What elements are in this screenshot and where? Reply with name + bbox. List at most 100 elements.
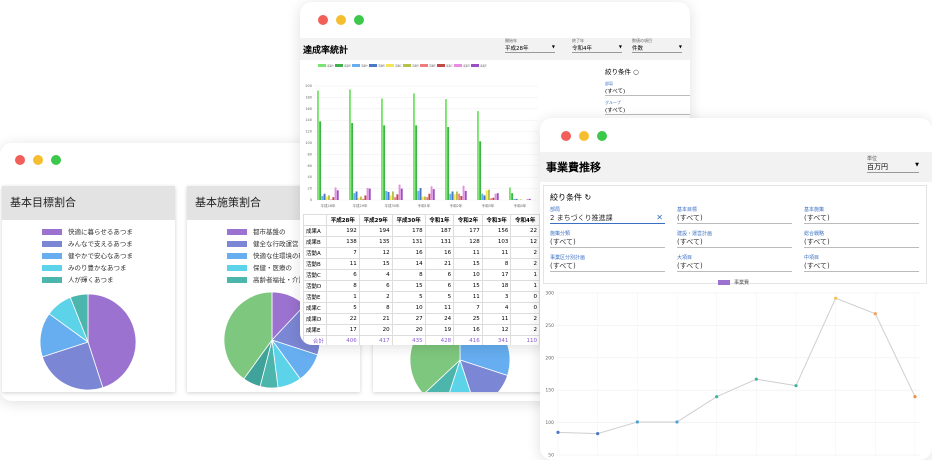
y-tick-label: 0 bbox=[310, 198, 312, 202]
table-cell: 17 bbox=[481, 269, 512, 281]
selector-arrow: ▼ bbox=[678, 44, 682, 49]
minimize-dot[interactable] bbox=[579, 131, 589, 141]
table-cell: 7 bbox=[325, 247, 360, 259]
bar bbox=[462, 185, 465, 200]
table-cell: 6 bbox=[424, 280, 455, 292]
bar bbox=[479, 141, 482, 200]
maximize-dot[interactable] bbox=[354, 15, 364, 25]
bar bbox=[492, 197, 495, 200]
clear-icon[interactable]: ✕ bbox=[656, 213, 663, 222]
table-cell: 14 bbox=[391, 258, 426, 270]
table-cell: 5 bbox=[391, 291, 426, 303]
table-cell: 110 bbox=[510, 335, 540, 345]
table-row: 合計 406 417 435 428 416 341 110 bbox=[303, 335, 540, 345]
column-header: 令和1年 bbox=[424, 214, 455, 226]
minimize-dot[interactable] bbox=[336, 15, 346, 25]
table-cell: 27 bbox=[391, 313, 426, 325]
table-row: 成果E 17 20 20 19 16 12 2 bbox=[303, 324, 540, 336]
maximize-dot[interactable] bbox=[597, 131, 607, 141]
table-cell: 192 bbox=[325, 225, 360, 237]
filter-field[interactable]: 部局 2 まちづくり推進課 ✕ bbox=[550, 206, 665, 224]
y-tick-label: 60 bbox=[308, 164, 312, 168]
legend-swatch bbox=[454, 64, 462, 67]
selector-arrow: ▼ bbox=[551, 44, 555, 49]
bar bbox=[392, 191, 394, 200]
bar bbox=[421, 196, 424, 200]
table-cell: 10 bbox=[453, 269, 483, 281]
table-cell: 194 bbox=[358, 225, 393, 237]
column-header: 平成30年 bbox=[391, 214, 426, 226]
table-cell: 131 bbox=[424, 236, 455, 248]
table-cell: 11 bbox=[325, 258, 360, 270]
card: 基本目標割合 快適に暮らせるあつま みんなで支えるあつま 健やかで安心なあつま みのり豊… bbox=[2, 186, 175, 392]
y-tick-label: 250 bbox=[545, 323, 554, 329]
table-cell: 10 bbox=[391, 302, 426, 314]
bar bbox=[449, 193, 452, 200]
filter-title: 絞り条件 ↻ bbox=[550, 193, 592, 202]
header-bar bbox=[300, 38, 690, 60]
table-cell: 11 bbox=[481, 247, 512, 259]
table-cell: 8 bbox=[391, 269, 426, 281]
bar bbox=[464, 190, 467, 200]
bar bbox=[520, 199, 522, 200]
table-cell: 0 bbox=[510, 291, 540, 303]
achievement-window: 達成率統計 0 20 40 60 80 100 120 140 160 180 200 成果A 成果B 活… bbox=[300, 2, 690, 345]
table-cell: 2 bbox=[510, 258, 540, 270]
filter-field[interactable]: 大項目 (すべて) bbox=[677, 254, 792, 272]
filter-value[interactable]: (すべて) bbox=[605, 106, 690, 115]
close-dot[interactable] bbox=[318, 15, 328, 25]
maximize-dot[interactable] bbox=[51, 155, 61, 165]
y-tick-label: 50 bbox=[548, 453, 554, 459]
table-cell: 156 bbox=[481, 225, 512, 237]
legend-swatch bbox=[471, 64, 479, 67]
table-cell: 22 bbox=[325, 313, 360, 325]
table-cell: 25 bbox=[453, 313, 483, 325]
filter-value: (すべて) bbox=[804, 214, 830, 222]
y-tick-label: 100 bbox=[305, 141, 312, 145]
data-point bbox=[834, 296, 838, 300]
selector[interactable]: 件数 ▼ bbox=[632, 44, 682, 53]
y-tick-label: 300 bbox=[545, 291, 554, 297]
row-header: 活動B bbox=[303, 258, 327, 270]
pie-chart: 快適に暮らせるあつまみんなで支えるあつま健やかで安心なあつまみのり豊かなあつま人… bbox=[39, 227, 137, 391]
y-tick-label: 200 bbox=[545, 355, 554, 361]
x-tick-label: 令和1年 bbox=[418, 203, 431, 208]
close-dot[interactable] bbox=[561, 131, 571, 141]
legend-swatch bbox=[403, 64, 411, 67]
filter-field[interactable]: 施策分類 (すべて) bbox=[550, 230, 665, 248]
legend-label: 事業費 bbox=[734, 279, 749, 286]
filter-field[interactable]: 事業区分別計画 (すべて) bbox=[550, 254, 665, 272]
table-header-row: 平成28年 平成29年 平成30年 令和1年 令和2年 令和3年 令和4年 bbox=[303, 214, 540, 226]
minimize-dot[interactable] bbox=[33, 155, 43, 165]
filter-field[interactable]: 建設・運営計画 (すべて) bbox=[677, 230, 792, 248]
legend-swatch bbox=[437, 64, 445, 67]
selector-value: 件数 bbox=[632, 46, 644, 52]
filter-field[interactable]: 中項目 (すべて) bbox=[804, 254, 919, 272]
filter-field[interactable]: 基本施策 (すべて) bbox=[804, 206, 919, 224]
selector-label: 開始年 bbox=[505, 38, 517, 43]
table-cell: 435 bbox=[391, 335, 426, 345]
row-header: 成果D bbox=[303, 313, 327, 325]
close-dot[interactable] bbox=[15, 155, 25, 165]
table-cell: 138 bbox=[325, 236, 360, 248]
selector[interactable]: 令和4年 ▼ bbox=[572, 44, 622, 53]
table-cell: 16 bbox=[453, 324, 483, 336]
pie-slice bbox=[87, 293, 137, 389]
table-cell: 12 bbox=[481, 324, 512, 336]
filter-box bbox=[543, 185, 927, 284]
column-header: 令和3年 bbox=[481, 214, 512, 226]
table-cell: 7 bbox=[453, 302, 483, 314]
unit-select[interactable]: 百万円 ▼ bbox=[867, 162, 919, 173]
bar bbox=[419, 188, 422, 200]
selector[interactable]: 平成28年 ▼ bbox=[505, 44, 555, 53]
x-tick-label: 令和4年 bbox=[514, 203, 527, 208]
y-tick-label: 160 bbox=[305, 107, 312, 111]
legend-label: 成果C bbox=[446, 64, 453, 68]
bar bbox=[517, 199, 520, 200]
filter-field[interactable]: 基本目標 (すべて) bbox=[677, 206, 792, 224]
data-point bbox=[754, 377, 758, 381]
filter-value[interactable]: (すべて) bbox=[605, 87, 690, 96]
filter-field[interactable]: 総合戦略 (すべて) bbox=[804, 230, 919, 248]
table-row: 活動D 8 6 15 6 15 18 1 bbox=[303, 280, 540, 292]
